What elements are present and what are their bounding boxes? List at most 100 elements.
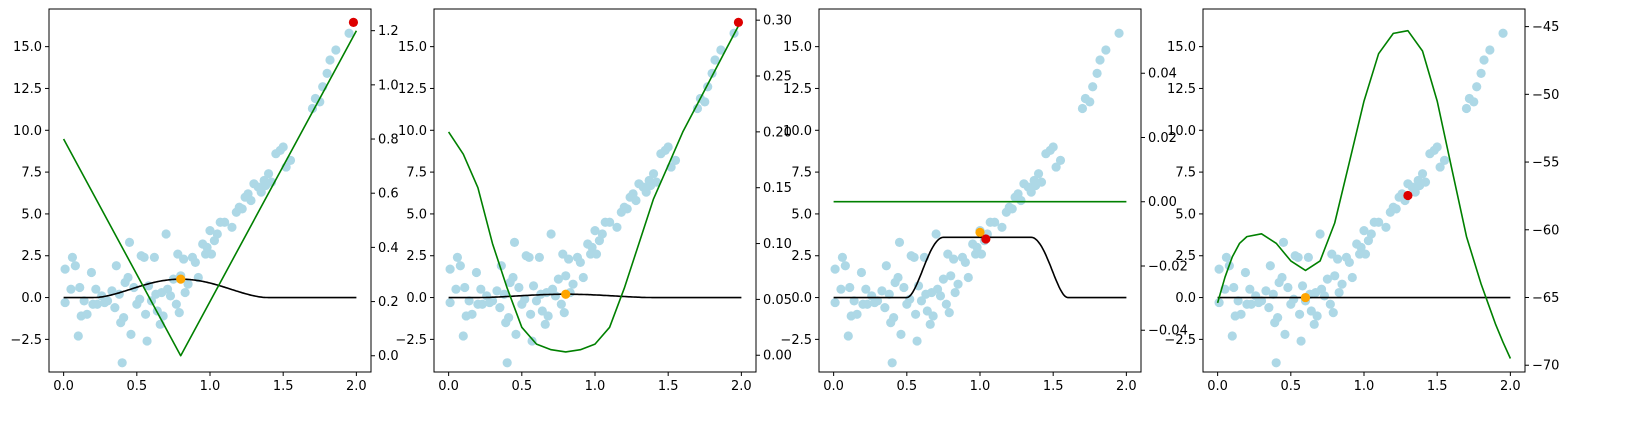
scatter-point bbox=[237, 204, 247, 214]
scatter-point bbox=[935, 291, 946, 301]
scatter-point bbox=[1256, 296, 1267, 306]
scatter-point bbox=[546, 229, 556, 239]
y-tick-label: 5.0 bbox=[21, 207, 42, 222]
scatter-point bbox=[504, 313, 514, 323]
y-tick-label: −2.5 bbox=[10, 333, 42, 348]
scatter-point bbox=[641, 187, 651, 197]
scatter-point bbox=[502, 358, 512, 368]
scatter-point bbox=[1334, 287, 1344, 298]
x-tick-label: 1.0 bbox=[200, 379, 221, 394]
scatter-point bbox=[899, 282, 909, 293]
scatter-point bbox=[60, 264, 70, 274]
scatter-point bbox=[1435, 162, 1445, 172]
scatter-point bbox=[1296, 336, 1306, 346]
scatter-point bbox=[1278, 237, 1289, 247]
scatter-point bbox=[612, 222, 622, 232]
scatter-point bbox=[1366, 229, 1376, 239]
axes-frame bbox=[818, 8, 1142, 373]
scatter-point bbox=[1461, 103, 1472, 114]
scatter-point bbox=[1007, 204, 1017, 214]
scatter-point bbox=[1016, 195, 1026, 206]
scatter-point bbox=[205, 226, 215, 236]
x-tick-label: 0.0 bbox=[53, 379, 74, 394]
scatter-point bbox=[1101, 45, 1111, 55]
y2-tick-label: 1.0 bbox=[378, 78, 399, 93]
scatter-point bbox=[1420, 177, 1431, 187]
scatter-point bbox=[1328, 308, 1338, 318]
orange-point bbox=[176, 274, 186, 284]
scatter-point bbox=[126, 329, 136, 339]
scatter-point bbox=[1055, 155, 1066, 165]
scatter-point bbox=[1095, 55, 1105, 65]
scatter-point bbox=[716, 45, 726, 55]
scatter-point bbox=[587, 242, 597, 252]
scatter-point bbox=[256, 187, 266, 197]
scatter-point bbox=[73, 331, 83, 341]
scatter-point bbox=[976, 249, 987, 259]
scatter-point bbox=[1381, 222, 1391, 232]
chart-panel-2: 0.0 0.5 1.0 1.5 2.0 −2.5 0.0 2.5 5.0 7.5 10.0 12.5 1… bbox=[395, 8, 792, 394]
scatter-point bbox=[1214, 264, 1224, 274]
green-curve bbox=[447, 19, 743, 353]
scatter-point bbox=[916, 296, 927, 306]
y-tick-label: 12.5 bbox=[13, 82, 42, 97]
y-tick-label: 5.0 bbox=[406, 207, 427, 222]
axes-frame bbox=[1202, 8, 1526, 373]
scatter-point bbox=[1344, 257, 1354, 268]
y-tick-label: 7.5 bbox=[21, 166, 42, 181]
scatter-point bbox=[543, 311, 553, 321]
y-tick-label: 12.5 bbox=[398, 82, 427, 97]
scatter-point bbox=[997, 222, 1007, 232]
x-tick-label: 1.0 bbox=[1354, 379, 1375, 394]
scatter-point bbox=[1469, 97, 1479, 107]
scatter-point bbox=[849, 296, 859, 306]
black-curve bbox=[448, 293, 742, 299]
scatter-point bbox=[896, 329, 906, 339]
y-tick-label: 15.0 bbox=[1167, 40, 1196, 55]
y2-tick-label: 0.0 bbox=[378, 349, 399, 364]
scatter-point bbox=[880, 302, 890, 313]
scatter-point bbox=[990, 217, 1000, 227]
x-tick-label: 1.5 bbox=[658, 379, 679, 394]
x-tick-label: 1.5 bbox=[273, 379, 294, 394]
y2-tick-label: 0.25 bbox=[763, 70, 792, 85]
scatter-point bbox=[86, 267, 97, 278]
scatter-point bbox=[1485, 45, 1495, 55]
red-point bbox=[1403, 190, 1413, 201]
y2-tick-label: −0.02 bbox=[1148, 259, 1188, 274]
x-tick-label: 1.0 bbox=[585, 379, 606, 394]
scatter-point bbox=[622, 204, 632, 214]
scatter-point bbox=[881, 261, 891, 271]
scatter-point bbox=[963, 272, 973, 283]
y2-tick-label: −70 bbox=[1532, 359, 1559, 374]
scatter-point bbox=[1472, 82, 1482, 92]
scatter-point bbox=[1325, 299, 1335, 309]
scatter-point bbox=[1439, 155, 1450, 165]
scatter-point bbox=[872, 296, 883, 306]
scatter-point bbox=[107, 286, 117, 296]
scatter-point bbox=[1088, 82, 1098, 92]
scatter-point bbox=[70, 261, 80, 271]
x-tick-label: 2.0 bbox=[346, 379, 367, 394]
red-point bbox=[733, 17, 744, 27]
scatter-point bbox=[1432, 142, 1442, 152]
y2-tick-label: 0.15 bbox=[763, 181, 792, 196]
scatter-point bbox=[938, 274, 949, 284]
chart-panel-3: 0.0 0.5 1.0 1.5 2.0 −2.5 0.0 2.5 5.0 7.5 10.0 12.5 1… bbox=[780, 8, 1188, 394]
y-tick-label: 10.0 bbox=[13, 124, 42, 139]
y-tick-label: 15.0 bbox=[13, 40, 42, 55]
scatter-point bbox=[220, 217, 230, 227]
scatter-point bbox=[135, 294, 145, 304]
scatter-point bbox=[1264, 302, 1274, 313]
scatter-point bbox=[75, 282, 85, 293]
scatter-point bbox=[1359, 226, 1369, 236]
scatter-point bbox=[190, 257, 200, 268]
x-tick-label: 0.5 bbox=[126, 379, 147, 394]
x-tick-label: 1.5 bbox=[1043, 379, 1064, 394]
scatter-point bbox=[894, 237, 905, 247]
x-tick-label: 2.0 bbox=[731, 379, 752, 394]
scatter-point bbox=[540, 319, 550, 329]
y-tick-label: 7.5 bbox=[406, 166, 427, 181]
scatter-point bbox=[477, 299, 487, 309]
scatter-point bbox=[514, 282, 524, 293]
